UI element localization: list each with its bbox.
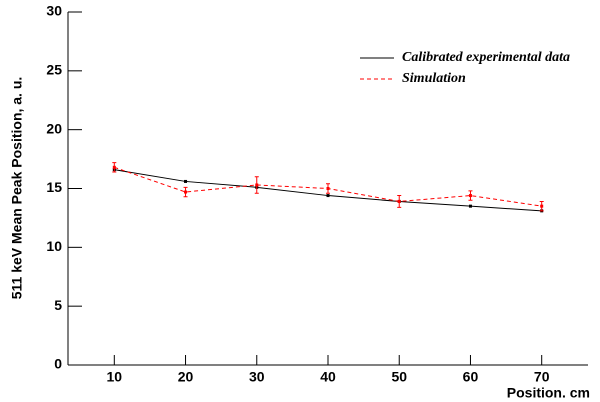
x-tick-label: 70 — [534, 369, 550, 385]
y-tick-label: 10 — [46, 238, 62, 254]
point — [255, 183, 259, 187]
point — [540, 204, 544, 208]
x-tick-label: 60 — [463, 369, 479, 385]
point — [326, 194, 330, 198]
point — [468, 194, 472, 198]
y-tick-label: 25 — [46, 62, 62, 78]
y-tick-label: 0 — [54, 356, 62, 372]
x-axis-title: Position. cm — [507, 385, 590, 401]
y-tick-label: 5 — [54, 297, 62, 313]
legend-label: Calibrated experimental data — [402, 50, 570, 65]
y-tick-label: 20 — [46, 120, 62, 136]
x-tick-label: 20 — [178, 369, 194, 385]
legend-label: Simulation — [402, 71, 466, 86]
point — [468, 204, 472, 208]
x-tick-label: 10 — [107, 369, 123, 385]
y-axis-title: 511 keV Mean Peak Position, a. u. — [9, 77, 25, 300]
x-tick-label: 40 — [320, 369, 336, 385]
point — [184, 179, 188, 183]
point — [397, 199, 401, 203]
y-tick-label: 30 — [46, 3, 62, 19]
point — [326, 187, 330, 190]
point — [184, 190, 188, 194]
point — [112, 165, 116, 169]
x-tick-label: 30 — [249, 369, 265, 385]
y-tick-label: 15 — [46, 179, 62, 195]
x-tick-label: 50 — [391, 369, 407, 385]
